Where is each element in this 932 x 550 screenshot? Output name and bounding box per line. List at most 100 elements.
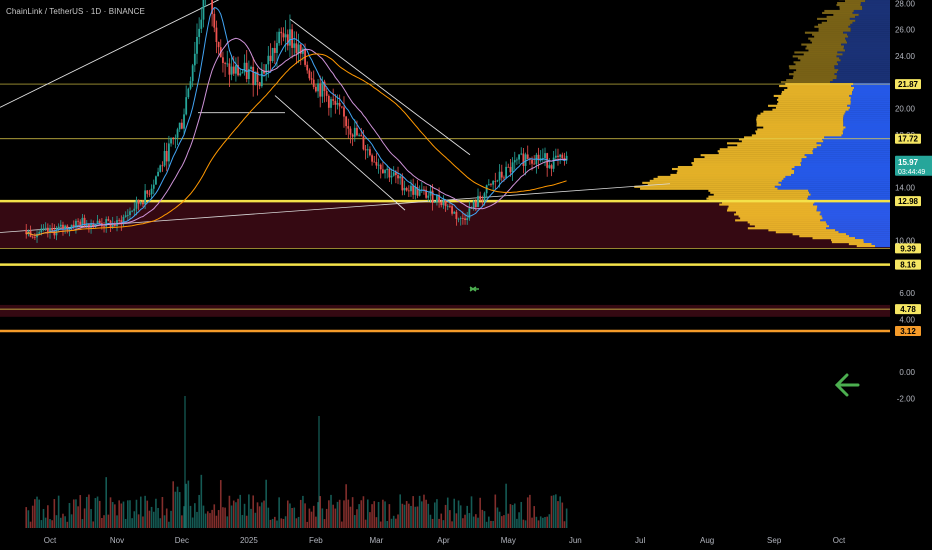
volume-profile-bar-buy bbox=[801, 164, 890, 167]
volume-bar bbox=[291, 508, 293, 528]
volume-profile-bar-sell bbox=[796, 69, 839, 72]
volume-profile-bar-buy bbox=[850, 102, 890, 105]
volume-bar bbox=[479, 497, 481, 528]
volume-profile-bar-sell bbox=[722, 201, 815, 204]
volume-profile-bar-sell bbox=[719, 148, 814, 151]
volume-bar bbox=[429, 514, 432, 528]
candle-body bbox=[433, 201, 436, 203]
time-axis-label: Apr bbox=[437, 536, 450, 545]
candle-body bbox=[381, 169, 384, 174]
volume-bar bbox=[431, 518, 434, 528]
volume-bar bbox=[263, 500, 265, 528]
volume-profile-bar-buy bbox=[843, 128, 890, 131]
volume-profile-bar-buy bbox=[843, 124, 890, 127]
candle-body bbox=[310, 78, 313, 80]
volume-bar bbox=[224, 507, 226, 528]
volume-profile-bar-sell bbox=[738, 215, 822, 218]
candle-body bbox=[185, 97, 188, 115]
volume-profile-bar-sell bbox=[827, 19, 856, 22]
price-tick-label: 28.00 bbox=[895, 0, 916, 8]
volume-bar bbox=[289, 503, 291, 528]
candle-body bbox=[116, 220, 118, 227]
candle-body bbox=[351, 134, 354, 137]
volume-bar bbox=[202, 505, 205, 528]
volume-profile-bar-sell bbox=[839, 5, 863, 9]
volume-bar bbox=[168, 521, 170, 528]
volume-profile-bar-buy bbox=[804, 154, 890, 157]
channel-upper bbox=[289, 18, 471, 156]
volume-profile-bar-buy bbox=[840, 59, 890, 62]
volume-bar bbox=[375, 517, 378, 528]
volume-bar bbox=[503, 515, 505, 528]
candle-body bbox=[92, 223, 95, 228]
volume-profile-bar-buy bbox=[848, 35, 890, 38]
volume-profile-bar-sell bbox=[792, 233, 847, 236]
volume-bar bbox=[243, 503, 246, 528]
volume-profile-bar-buy bbox=[816, 142, 890, 145]
volume-bar bbox=[317, 502, 319, 528]
volume-bar bbox=[449, 510, 451, 528]
volume-profile-bar-buy bbox=[843, 132, 890, 135]
candle-body bbox=[405, 187, 408, 191]
volume-profile-bar-sell bbox=[775, 106, 851, 109]
candle-body bbox=[295, 43, 298, 54]
symbol-title: ChainLink / TetherUS · 1D · BINANCE bbox=[6, 7, 145, 16]
volume-profile-bar-sell bbox=[784, 88, 853, 92]
volume-bar bbox=[371, 504, 373, 528]
candle-body bbox=[120, 220, 123, 225]
volume-profile-bar-sell bbox=[727, 207, 817, 210]
candle-body bbox=[111, 223, 114, 228]
volume-profile-bar-sell bbox=[779, 84, 852, 88]
volume-profile-bar-sell bbox=[649, 179, 782, 182]
volume-profile-bar-buy bbox=[850, 100, 890, 103]
volume-bar bbox=[557, 501, 559, 528]
level-badge bbox=[895, 326, 921, 337]
candle-body bbox=[224, 62, 226, 64]
volume-bar bbox=[511, 505, 514, 528]
volume-profile-bar-buy bbox=[838, 63, 890, 66]
volume-bar bbox=[209, 513, 211, 528]
candle-body bbox=[459, 218, 462, 219]
volume-profile-bar-buy bbox=[845, 110, 890, 113]
volume-profile-bar-buy bbox=[824, 136, 890, 139]
volume-profile-bar-sell bbox=[788, 65, 835, 68]
volume-profile-bar-buy bbox=[816, 209, 890, 212]
volume-bar bbox=[299, 499, 302, 528]
volume-bar bbox=[127, 500, 129, 528]
volume-bar bbox=[496, 507, 499, 528]
volume-profile-bar-sell bbox=[804, 31, 844, 34]
volume-profile-bar-buy bbox=[814, 201, 890, 204]
volume-profile-bar-sell bbox=[754, 225, 830, 228]
volume-bar bbox=[25, 507, 28, 528]
volume-bar bbox=[111, 502, 114, 528]
volume-profile-bar-sell bbox=[704, 156, 807, 159]
volume-profile-bar-buy bbox=[851, 84, 890, 88]
volume-profile-bar-sell bbox=[760, 112, 845, 115]
volume-profile-bar-buy bbox=[836, 75, 890, 78]
volume-bar bbox=[539, 516, 542, 528]
volume-profile-bar-sell bbox=[801, 43, 842, 46]
candles bbox=[25, 0, 568, 243]
candle-body bbox=[280, 31, 283, 34]
level-badge bbox=[895, 304, 921, 315]
candle-body bbox=[364, 149, 367, 151]
volume-profile-bar-sell bbox=[775, 231, 839, 234]
volume-profile-bar-buy bbox=[843, 31, 890, 34]
volume-bar bbox=[150, 506, 153, 528]
volume-bar bbox=[535, 516, 538, 528]
candle-body bbox=[105, 219, 108, 227]
volume-bar bbox=[466, 505, 468, 528]
volume-bar bbox=[483, 511, 486, 528]
candle-body bbox=[312, 79, 315, 87]
volume-profile-bar-sell bbox=[718, 152, 813, 155]
candle-body bbox=[187, 88, 190, 98]
volume-profile-bar-buy bbox=[836, 55, 890, 58]
volume-bar bbox=[189, 505, 192, 528]
candle-body bbox=[513, 160, 516, 163]
candle-body bbox=[260, 70, 263, 87]
candle-body bbox=[353, 127, 356, 137]
volume-bar bbox=[546, 516, 548, 528]
volume-bar bbox=[176, 486, 179, 528]
